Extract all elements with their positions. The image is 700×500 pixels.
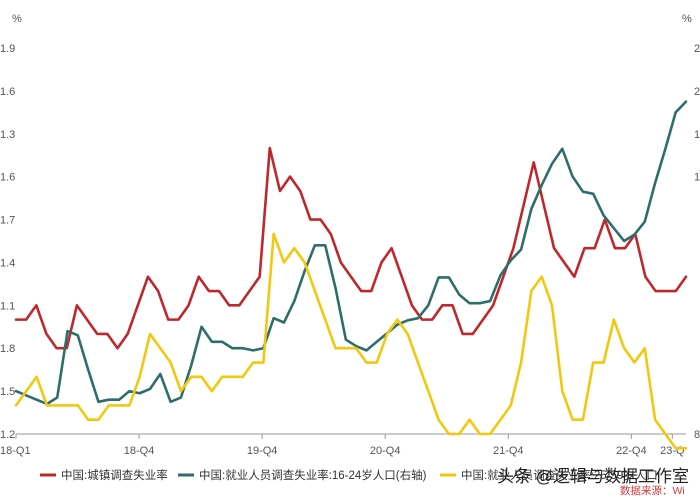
watermark-source: 数据来源：Wi xyxy=(620,484,685,497)
y-left-unit: % xyxy=(12,13,22,25)
y-right-tick-label: 1 xyxy=(694,129,700,141)
x-tick-label: 21-Q4 xyxy=(493,445,524,457)
x-tick-label: 20-Q4 xyxy=(370,445,401,457)
series-line-1 xyxy=(14,146,688,350)
y-left-tick-label: 1.4 xyxy=(0,257,15,269)
y-left-tick-label: 1.6 xyxy=(0,172,15,184)
y-right-tick-label: 2 xyxy=(694,86,700,98)
y-left-tick-label: 1.3 xyxy=(0,129,15,141)
y-right-axis: 8 1 1 2 2 xyxy=(694,43,700,441)
y-right-tick-label: 2 xyxy=(694,43,700,55)
series-lines xyxy=(14,100,688,450)
legend-label: 中国:就业人员调查失业率:16-24岁人口(右轴) xyxy=(199,468,427,482)
x-tick-label: 23-Q xyxy=(660,445,685,457)
y-right-tick-label: 8 xyxy=(694,429,700,441)
legend: 中国:城镇调查失业率 中国:就业人员调查失业率:16-24岁人口(右轴) 中国:就业… xyxy=(40,468,658,482)
series-line-3 xyxy=(14,232,688,450)
legend-label: 中国:城镇调查失业率 xyxy=(61,468,168,482)
y-left-tick-label: 1.5 xyxy=(0,386,15,398)
y-left-tick-label: 1.6 xyxy=(0,86,15,98)
y-left-tick-label: 1.8 xyxy=(0,343,15,355)
x-tick-label: 18-Q4 xyxy=(124,445,155,457)
series-line-2 xyxy=(14,100,688,406)
x-axis: 18-Q1 18-Q4 19-Q4 20-Q4 21-Q4 22-Q4 23-Q xyxy=(0,434,685,457)
y-right-unit: % xyxy=(682,13,692,25)
x-tick-label: 18-Q1 xyxy=(0,445,31,457)
y-left-tick-label: 1.1 xyxy=(0,300,15,312)
x-tick-label: 22-Q4 xyxy=(616,445,647,457)
legend-label: 中国:就业人员调查失业率:25-59岁人口 xyxy=(461,468,658,482)
y-right-tick-label: 1 xyxy=(694,172,700,184)
y-left-axis: 1.2 1.5 1.8 1.1 1.4 1.7 1.6 1.3 1.6 1.9 xyxy=(0,43,15,441)
x-tick-label: 19-Q4 xyxy=(247,445,278,457)
watermark-text: 头条 @逻辑与数据工作室 xyxy=(497,467,689,486)
y-left-tick-label: 1.9 xyxy=(0,43,15,55)
y-left-tick-label: 1.7 xyxy=(0,215,15,227)
y-left-tick-label: 1.2 xyxy=(0,429,15,441)
